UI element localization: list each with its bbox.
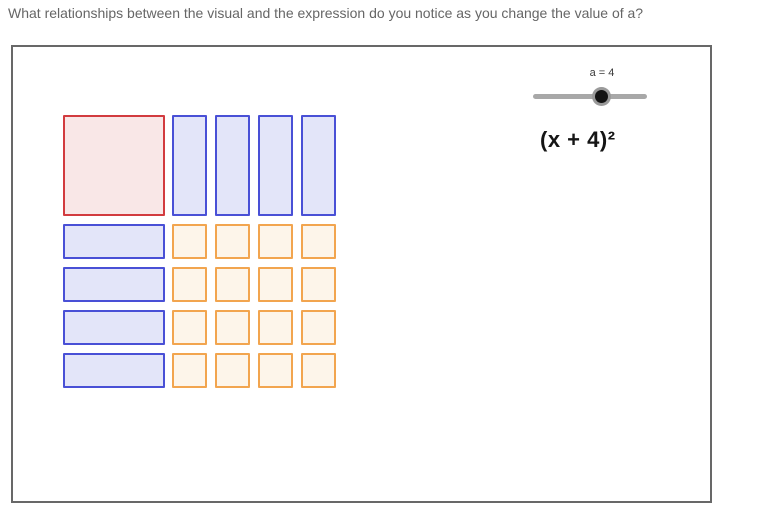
x-tile-horizontal: [63, 310, 165, 345]
unit-tile: [301, 310, 336, 345]
unit-tile: [215, 353, 250, 388]
unit-tile: [172, 267, 207, 302]
x-tile-horizontal: [63, 224, 165, 259]
unit-tile: [301, 267, 336, 302]
unit-tile: [172, 224, 207, 259]
unit-tile: [301, 353, 336, 388]
expression-text: (x + 4)²: [540, 127, 616, 152]
unit-tile: [258, 267, 293, 302]
algebra-tiles: [13, 47, 710, 501]
x-tile-vertical: [258, 115, 293, 216]
unit-tile: [172, 310, 207, 345]
unit-tile: [258, 310, 293, 345]
applet-canvas: a = 4 (x + 4)²: [11, 45, 712, 503]
x-tile-horizontal: [63, 353, 165, 388]
unit-tile: [258, 353, 293, 388]
unit-tile: [258, 224, 293, 259]
x-tile-vertical: [215, 115, 250, 216]
x-tile-horizontal: [63, 267, 165, 302]
slider-knob[interactable]: [595, 90, 608, 103]
unit-tile: [215, 310, 250, 345]
question-text: What relationships between the visual an…: [8, 5, 644, 21]
x-tile-vertical: [172, 115, 207, 216]
slider-value-label: a = 4: [589, 67, 615, 79]
unit-tile: [172, 353, 207, 388]
x-squared-tile: [63, 115, 165, 216]
unit-tile: [215, 267, 250, 302]
unit-tile: [215, 224, 250, 259]
slider-track[interactable]: [533, 94, 647, 99]
x-tile-vertical: [301, 115, 336, 216]
unit-tile: [301, 224, 336, 259]
